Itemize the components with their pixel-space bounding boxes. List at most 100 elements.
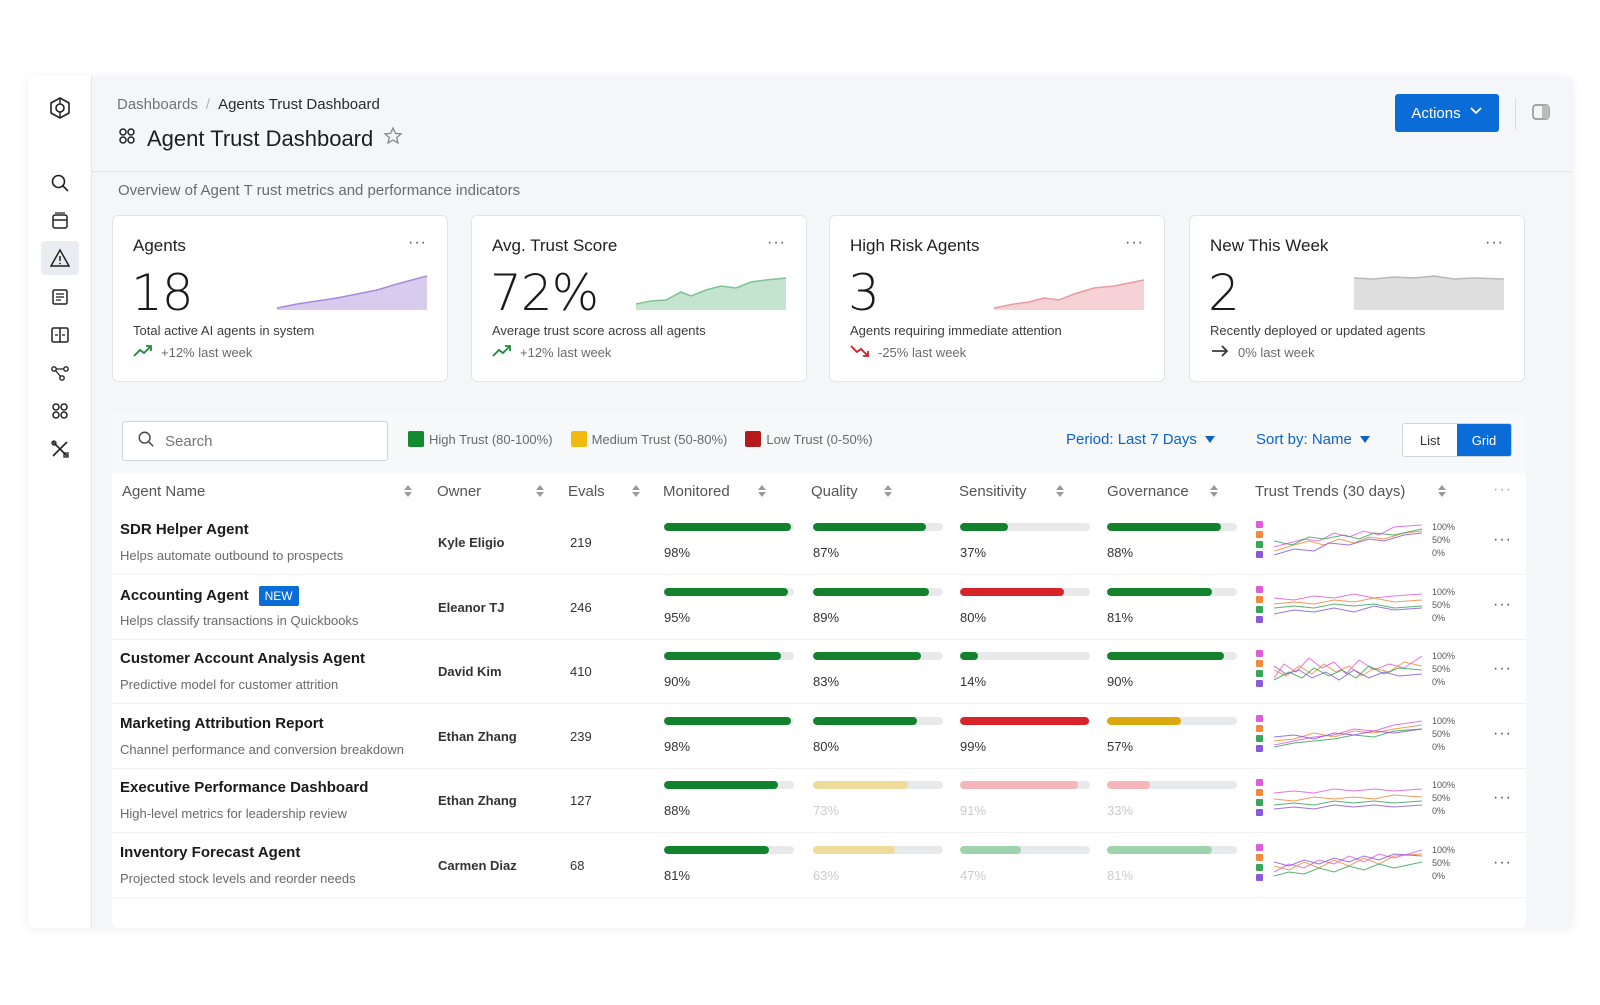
actions-label: Actions bbox=[1411, 104, 1461, 122]
sort-icon[interactable] bbox=[1056, 485, 1064, 497]
trend-scale-labels: 100% 50% 0% bbox=[1432, 844, 1455, 883]
column-header[interactable]: Owner bbox=[437, 483, 481, 500]
agent-owner: David Kim bbox=[438, 664, 502, 679]
row-options-icon[interactable]: ··· bbox=[1493, 853, 1512, 871]
quality-bar bbox=[813, 523, 943, 531]
row-options-icon[interactable]: ··· bbox=[1493, 595, 1512, 613]
more-options-icon[interactable]: ··· bbox=[767, 234, 786, 251]
row-options-icon[interactable]: ··· bbox=[1493, 724, 1512, 742]
workflow-icon[interactable] bbox=[47, 360, 73, 386]
monitored-bar bbox=[664, 781, 794, 789]
agent-name[interactable]: Accounting Agent NEW bbox=[120, 585, 299, 606]
inbox-icon[interactable] bbox=[47, 208, 73, 234]
search-input[interactable] bbox=[165, 432, 365, 450]
search-icon[interactable] bbox=[47, 170, 73, 196]
table-row[interactable]: Marketing Attribution Report Channel perf… bbox=[112, 704, 1526, 769]
table-row[interactable]: SDR Helper Agent Helps automate outbound … bbox=[112, 511, 1526, 575]
agent-name[interactable]: Executive Performance Dashboard bbox=[120, 779, 368, 796]
more-options-icon[interactable]: ··· bbox=[408, 234, 427, 251]
scale-label: 0% bbox=[1432, 612, 1446, 623]
sort-dropdown[interactable]: Sort by: Name bbox=[1256, 431, 1370, 448]
table-row[interactable]: Customer Account Analysis Agent Predictiv… bbox=[112, 640, 1526, 704]
trust-trend-chart: 100% 50% 0% bbox=[1256, 843, 1466, 888]
more-options-icon[interactable]: ··· bbox=[1485, 234, 1504, 251]
kpi-value: 3 bbox=[848, 264, 880, 322]
agent-owner: Kyle Eligio bbox=[438, 535, 505, 550]
list-view-button[interactable]: List bbox=[1403, 424, 1457, 456]
monitored-metric: 81% bbox=[664, 845, 794, 883]
agent-name[interactable]: SDR Helper Agent bbox=[120, 521, 249, 538]
view-toggle: List Grid bbox=[1402, 423, 1512, 457]
agent-evals: 219 bbox=[570, 535, 592, 550]
sort-icon[interactable] bbox=[884, 485, 892, 497]
kpi-sparkline bbox=[994, 279, 1144, 310]
sort-icon[interactable] bbox=[758, 485, 766, 497]
more-options-icon[interactable]: ··· bbox=[1125, 234, 1144, 251]
compare-icon[interactable] bbox=[47, 322, 73, 348]
agent-evals: 410 bbox=[570, 664, 592, 679]
sensitivity-bar bbox=[960, 716, 1090, 725]
quality-metric: 73% bbox=[813, 781, 943, 818]
scale-label: 100% bbox=[1432, 780, 1456, 790]
apps-grid-icon[interactable] bbox=[47, 398, 73, 424]
grid-view-button[interactable]: Grid bbox=[1457, 424, 1511, 456]
header-divider bbox=[1515, 98, 1516, 130]
column-options-icon[interactable]: ··· bbox=[1493, 481, 1512, 498]
column-header[interactable]: Trust Trends (30 days) bbox=[1255, 483, 1405, 500]
row-options-icon[interactable]: ··· bbox=[1493, 531, 1512, 548]
actions-button[interactable]: Actions bbox=[1395, 94, 1499, 132]
column-header[interactable]: Quality bbox=[811, 483, 858, 500]
scale-label: 100% bbox=[1432, 522, 1456, 532]
table-row[interactable]: Inventory Forecast Agent Projected stock … bbox=[112, 833, 1526, 898]
column-header[interactable]: Sensitivity bbox=[959, 483, 1027, 500]
sort-icon[interactable] bbox=[536, 485, 544, 497]
series-swatch bbox=[1256, 724, 1263, 732]
sensitivity-bar bbox=[960, 523, 1090, 531]
scale-label: 50% bbox=[1432, 728, 1451, 739]
search-box[interactable] bbox=[122, 421, 388, 461]
agent-name[interactable]: Marketing Attribution Report bbox=[120, 715, 324, 732]
kpi-value: 72% bbox=[490, 264, 599, 322]
alert-icon[interactable] bbox=[41, 241, 79, 275]
sort-icon[interactable] bbox=[1438, 485, 1446, 497]
sort-icon[interactable] bbox=[404, 485, 412, 497]
quality-metric: 83% bbox=[813, 652, 943, 689]
table-row[interactable]: Accounting Agent NEW Helps classify transa… bbox=[112, 575, 1526, 640]
monitored-bar bbox=[664, 523, 794, 531]
column-header[interactable]: Governance bbox=[1107, 483, 1189, 500]
row-options-icon[interactable]: ··· bbox=[1493, 660, 1512, 677]
breadcrumb-dashboards-link[interactable]: Dashboards bbox=[117, 96, 198, 113]
agent-name[interactable]: Inventory Forecast Agent bbox=[120, 844, 300, 861]
trend-series-line bbox=[1274, 849, 1422, 872]
trend-scale-labels: 100% 50% 0% bbox=[1432, 586, 1455, 625]
favorite-star-icon[interactable] bbox=[383, 126, 403, 152]
trend-series-line bbox=[1274, 728, 1422, 740]
tools-icon[interactable] bbox=[47, 436, 73, 462]
trend-series-line bbox=[1274, 592, 1422, 601]
report-icon[interactable] bbox=[47, 284, 73, 310]
trend-series-line bbox=[1274, 853, 1422, 871]
column-header-label: Owner bbox=[437, 483, 482, 500]
logo-icon[interactable] bbox=[48, 96, 72, 120]
sort-icon[interactable] bbox=[1210, 485, 1218, 497]
panel-toggle-icon[interactable] bbox=[1532, 104, 1550, 120]
column-header[interactable]: Monitored bbox=[663, 483, 730, 500]
sort-label: Sort by: Name bbox=[1256, 431, 1352, 448]
sort-icon[interactable] bbox=[632, 485, 640, 497]
trend-series-swatches bbox=[1256, 521, 1263, 558]
column-header[interactable]: Agent Name bbox=[122, 483, 205, 500]
governance-value: 88% bbox=[1107, 545, 1134, 560]
column-header[interactable]: Evals bbox=[568, 483, 605, 500]
trend-series-line bbox=[1274, 528, 1422, 546]
row-options-icon[interactable]: ··· bbox=[1493, 789, 1512, 806]
agent-name[interactable]: Customer Account Analysis Agent bbox=[120, 650, 365, 667]
period-dropdown[interactable]: Period: Last 7 Days bbox=[1066, 431, 1215, 448]
sensitivity-value: 80% bbox=[960, 609, 987, 625]
monitored-metric: 95% bbox=[664, 587, 794, 625]
trend-series-line bbox=[1274, 800, 1422, 806]
series-swatch bbox=[1256, 585, 1263, 593]
page-title-row: Agent Trust Dashboard bbox=[117, 126, 403, 152]
trend-scale-labels: 100% 50% 0% bbox=[1432, 650, 1455, 689]
trend-series-line bbox=[1274, 861, 1422, 876]
table-row[interactable]: Executive Performance Dashboard High-leve… bbox=[112, 769, 1526, 833]
